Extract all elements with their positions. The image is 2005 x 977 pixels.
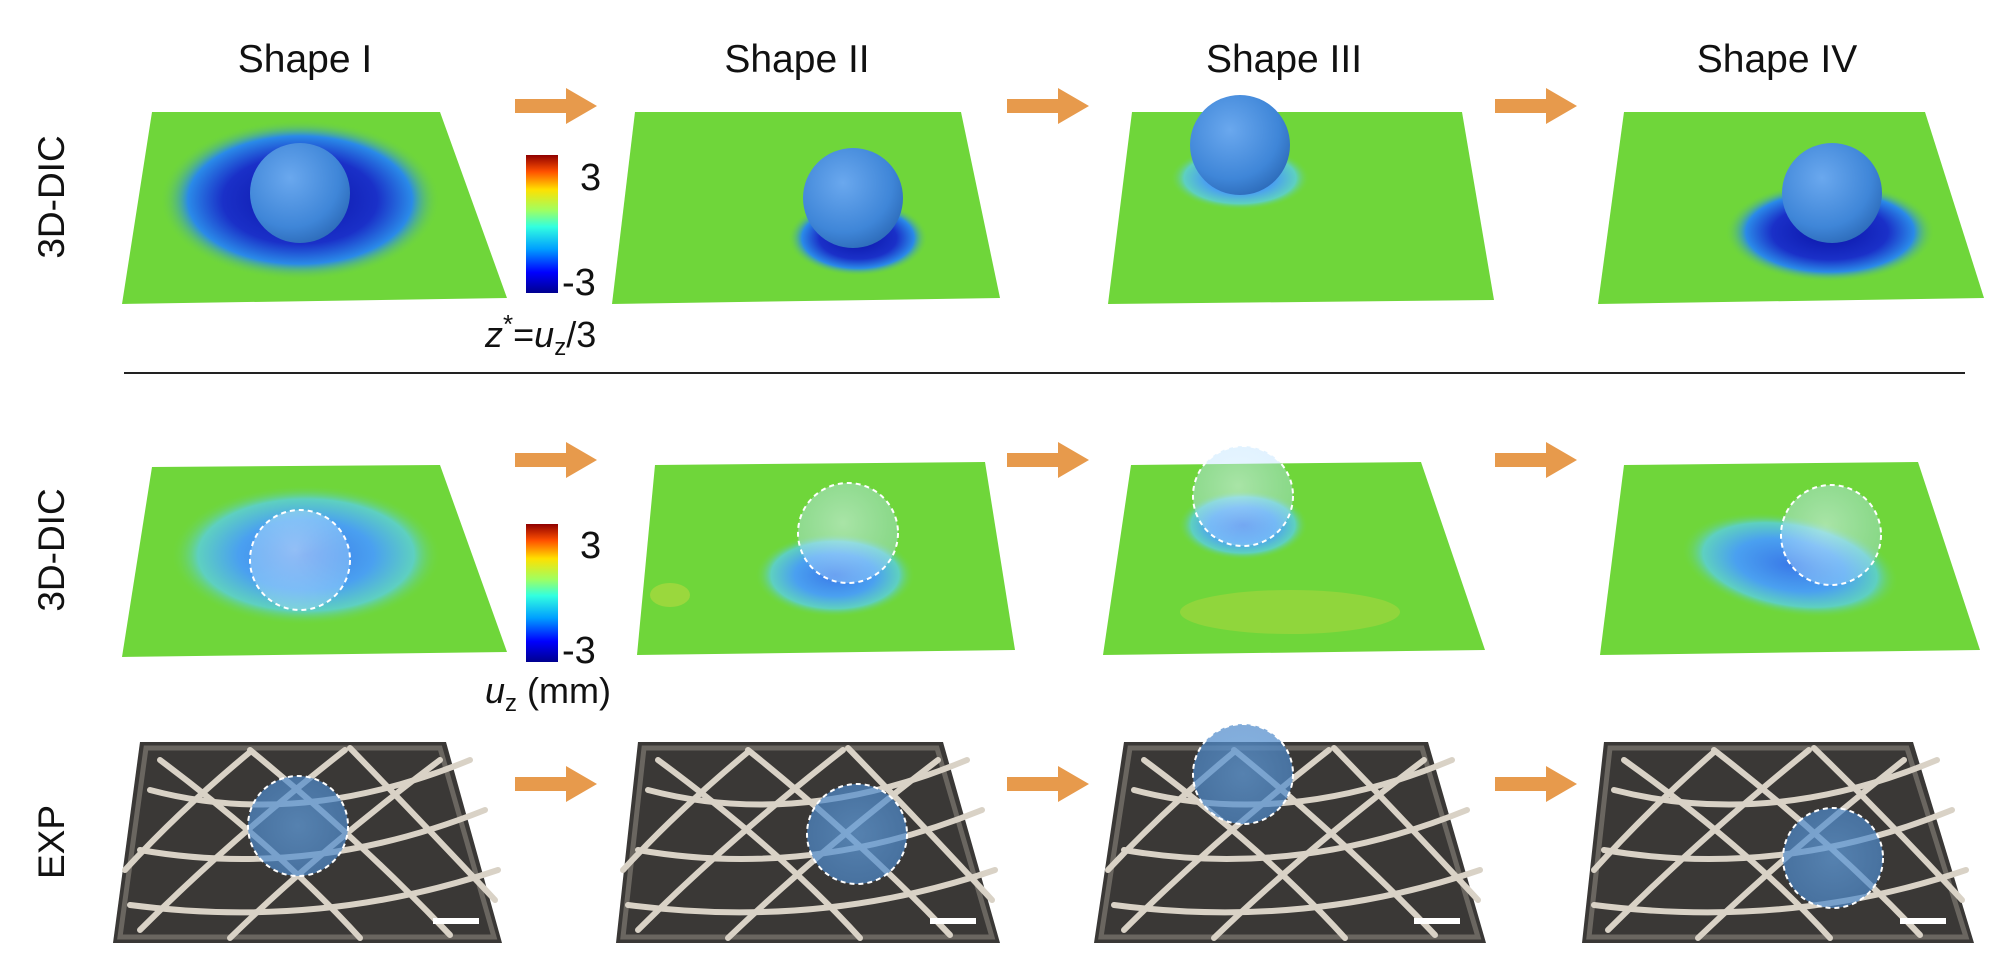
- panel-exp-shape-iv: [1582, 742, 1974, 943]
- panel-row2-shape-i: [122, 465, 507, 657]
- photo-frame: [1098, 745, 1482, 940]
- colorbar-gradient: [526, 524, 558, 662]
- row-label-exp: EXP: [31, 805, 72, 879]
- column-title-shape-iii: Shape III: [1206, 38, 1362, 81]
- panel-exp-shape-ii: [616, 742, 1000, 943]
- panel-row1-shape-iv: [1598, 112, 1984, 304]
- row-label-3d-dic-top: 3D-DIC: [31, 135, 72, 258]
- panel-row2-shape-ii: [637, 462, 1015, 655]
- arrow-icon: [1495, 442, 1577, 478]
- column-title-shape-i: Shape I: [238, 38, 372, 81]
- ball: [250, 143, 350, 243]
- arrow-icon: [1495, 88, 1577, 124]
- panel-row1-shape-iii: [1108, 95, 1494, 304]
- colorbar-caption: uz (mm): [485, 670, 611, 717]
- colorbar-min-label: -3: [562, 630, 596, 672]
- arrow-icon: [515, 442, 597, 478]
- panel-row2-shape-iv: [1600, 462, 1980, 655]
- colorbar-middle: 3 -3 uz (mm): [485, 524, 611, 717]
- colorbar-caption: z*=uz/3: [484, 309, 596, 361]
- colorbar-top: 3 -3 z*=uz/3: [484, 155, 601, 361]
- colorbar-max-label: 3: [580, 525, 601, 567]
- scale-bar: [433, 918, 479, 924]
- yellow-tint: [650, 583, 690, 607]
- arrow-icon: [1007, 766, 1089, 802]
- colorbar-gradient: [526, 155, 558, 293]
- ball-outline: [797, 482, 899, 584]
- scale-bar: [1414, 918, 1460, 924]
- ball-outline: [249, 509, 351, 611]
- surface: [1108, 112, 1494, 304]
- photo-frame: [117, 745, 498, 940]
- ball-overlay: [1782, 807, 1884, 909]
- row-label-3d-dic-middle: 3D-DIC: [31, 488, 72, 611]
- ball: [803, 148, 903, 248]
- arrow-icon: [515, 88, 597, 124]
- ball-outline: [1192, 445, 1294, 547]
- panel-row1-shape-ii: [612, 112, 1000, 304]
- ball-overlay: [806, 783, 908, 885]
- panel-row1-shape-i: [122, 112, 507, 304]
- ball-overlay: [1192, 723, 1294, 825]
- column-title-shape-ii: Shape II: [724, 38, 869, 81]
- arrow-icon: [1007, 88, 1089, 124]
- column-title-shape-iv: Shape IV: [1697, 38, 1857, 81]
- ball: [1782, 143, 1882, 243]
- colorbar-max-label: 3: [580, 157, 601, 199]
- ball-outline: [1780, 484, 1882, 586]
- arrow-icon: [1007, 442, 1089, 478]
- scale-bar: [930, 918, 976, 924]
- arrow-icon: [515, 766, 597, 802]
- colorbar-min-label: -3: [562, 262, 596, 304]
- sequence-arrows: [515, 88, 1577, 802]
- ball: [1190, 95, 1290, 195]
- scale-bar: [1900, 918, 1946, 924]
- panel-row2-shape-iii: [1103, 445, 1485, 655]
- panel-exp-shape-i: [113, 742, 502, 943]
- panel-exp-shape-iii: [1094, 723, 1486, 943]
- arrow-icon: [1495, 766, 1577, 802]
- ball-overlay: [247, 775, 349, 877]
- yellow-tint: [1180, 590, 1400, 634]
- photo-frame: [620, 745, 996, 940]
